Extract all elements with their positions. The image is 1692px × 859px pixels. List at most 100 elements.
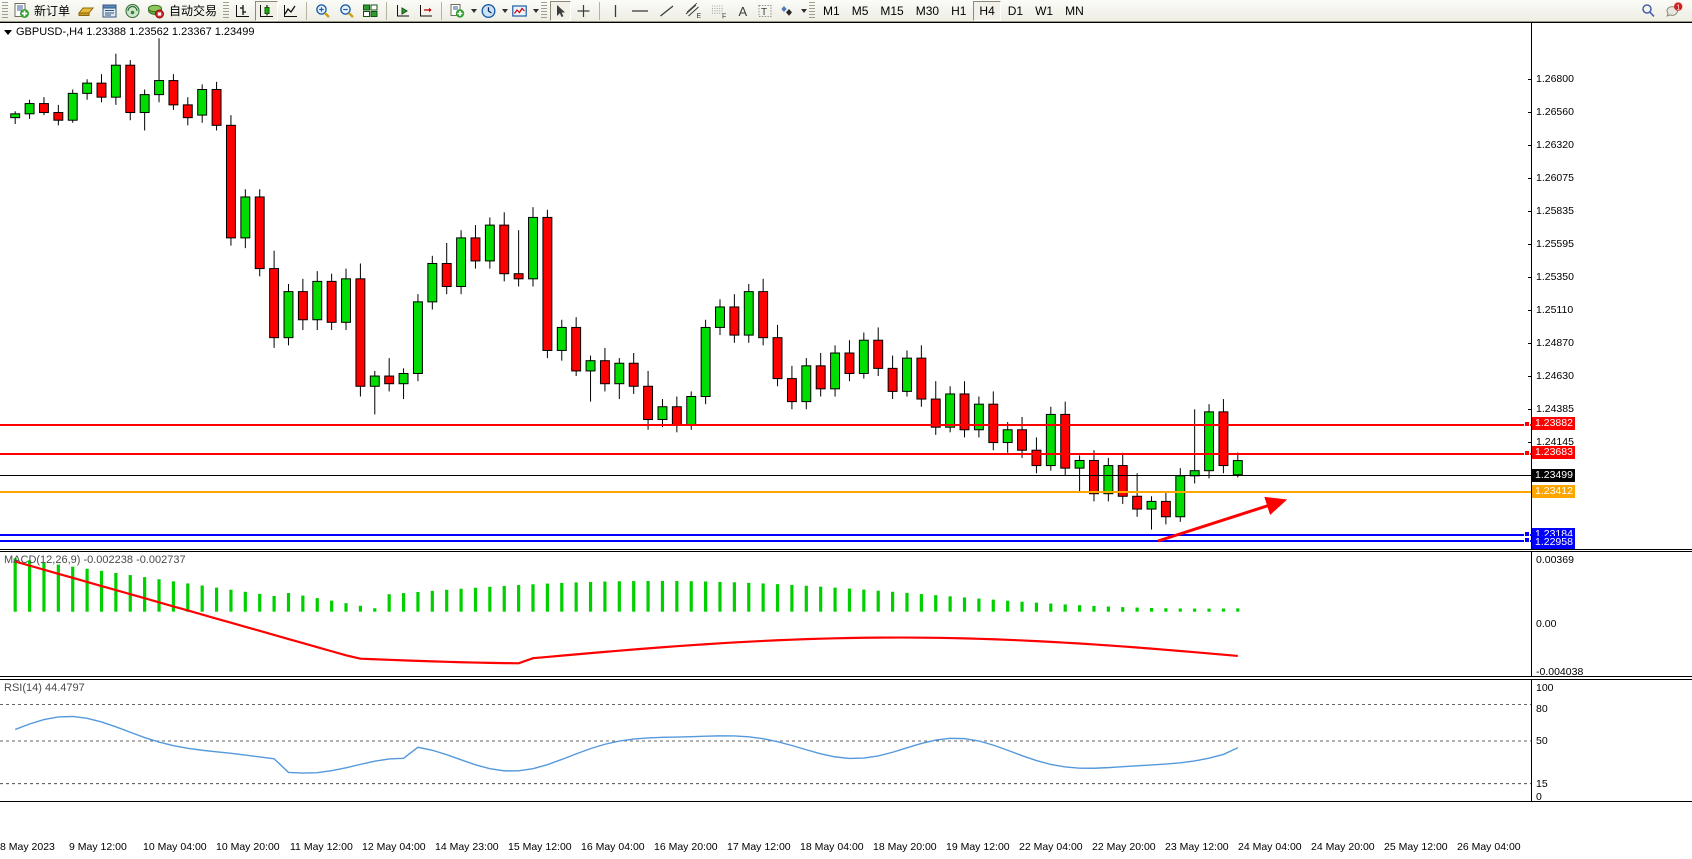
cursor-tool-button[interactable] <box>550 0 572 21</box>
arrows-shapes-icon <box>781 5 793 16</box>
price-line-label-2[interactable]: 1.23683 <box>1532 446 1575 459</box>
arrows-tool-button[interactable] <box>777 1 798 21</box>
timeframe-mn-label: MN <box>1065 3 1084 18</box>
time-label: 14 May 23:00 <box>435 841 499 853</box>
horizontal-line-button[interactable] <box>627 1 653 21</box>
arrows-dropdown-caret[interactable] <box>801 8 808 13</box>
rsi-scale-100: 100 <box>1536 682 1554 694</box>
text-tool-button[interactable]: A <box>733 1 753 21</box>
equidistant-channel-button[interactable]: E <box>681 1 705 21</box>
price-tick-label: 1.24145 <box>1536 436 1574 448</box>
timeframe-w1[interactable]: W1 <box>1030 1 1058 21</box>
timeframe-w1-label: W1 <box>1035 3 1054 18</box>
price-tick-label: 1.26800 <box>1536 73 1574 85</box>
time-label: 26 May 04:00 <box>1457 841 1521 853</box>
tile-windows-button[interactable] <box>360 1 381 21</box>
price-line-label-5[interactable]: 1.22958 <box>1532 536 1575 549</box>
chart-container[interactable]: GBPUSD-,H4 1.23388 1.23562 1.23367 1.234… <box>0 22 1692 859</box>
timeframe-m1[interactable]: M1 <box>818 1 845 21</box>
text-label-button[interactable]: T <box>755 1 775 21</box>
toolbar-grip-3[interactable] <box>541 1 548 20</box>
terminal-window-icon <box>102 4 117 17</box>
timeframe-d1-label: D1 <box>1007 3 1024 18</box>
price-tick-mark <box>1528 112 1531 113</box>
price-line-label-3[interactable]: 1.23412 <box>1532 485 1575 498</box>
time-label: 10 May 04:00 <box>143 841 207 853</box>
rsi-pane[interactable]: RSI(14) 44.4797 100 80 50 15 0 <box>0 679 1692 803</box>
indicators-button[interactable] <box>509 1 530 21</box>
rsi-scale-0: 0 <box>1536 791 1542 803</box>
timeframe-d1[interactable]: D1 <box>1003 1 1028 21</box>
period-dropdown-caret[interactable] <box>502 8 509 13</box>
new-chart-button[interactable] <box>447 1 468 21</box>
crosshair-tool-button[interactable] <box>573 1 594 21</box>
candlestick-chart-button[interactable] <box>255 0 279 21</box>
up-right-arrow-annotation[interactable] <box>1150 493 1290 548</box>
time-label: 10 May 20:00 <box>216 841 280 853</box>
fibonacci-f-icon: F <box>712 5 726 19</box>
price-pane[interactable]: GBPUSD-,H4 1.23388 1.23562 1.23367 1.234… <box>0 22 1692 550</box>
time-label: 18 May 20:00 <box>873 841 937 853</box>
toolbar-grip[interactable] <box>2 1 8 20</box>
toolbar-separator-2 <box>386 1 388 20</box>
zoom-out-button[interactable] <box>336 1 358 21</box>
auto-scroll-button[interactable] <box>415 1 436 21</box>
price-tick-label: 1.25350 <box>1536 271 1574 283</box>
time-label: 24 May 20:00 <box>1311 841 1375 853</box>
chart-shift-icon <box>397 4 410 16</box>
chart-shift-button[interactable] <box>392 1 413 21</box>
timeframe-m15-label: M15 <box>880 3 904 18</box>
svg-text:T: T <box>761 7 767 18</box>
price-tick-mark <box>1528 343 1531 344</box>
toolbar-separator-4 <box>599 1 601 20</box>
current-price-label: 1.23499 <box>1532 469 1575 482</box>
timeframe-h4[interactable]: H4 <box>973 0 1001 21</box>
market-watch-button[interactable] <box>122 1 143 21</box>
indicators-dropdown-caret[interactable] <box>533 8 540 13</box>
time-label: 9 May 12:00 <box>69 841 127 853</box>
timeframe-h1[interactable]: H1 <box>946 1 971 21</box>
period-separator-button[interactable] <box>478 1 499 21</box>
terminal-button[interactable] <box>99 1 120 21</box>
data-window-button[interactable] <box>75 1 97 21</box>
notifications-button[interactable]: 1 <box>1662 1 1686 21</box>
new-order-button[interactable] <box>11 1 32 21</box>
price-tick-mark <box>1528 79 1531 80</box>
toolbar-grip-2[interactable] <box>223 1 230 20</box>
rsi-header: RSI(14) 44.4797 <box>4 682 85 694</box>
time-label: 12 May 04:00 <box>362 841 426 853</box>
zoom-in-icon <box>316 3 330 18</box>
vertical-line-button[interactable] <box>605 1 625 21</box>
toolbar-grip-4[interactable] <box>809 1 816 20</box>
new-order-icon <box>14 3 29 18</box>
time-label: 11 May 12:00 <box>290 841 353 853</box>
rsi-scale-80: 80 <box>1536 703 1548 715</box>
rsi-axis-line <box>1531 680 1532 801</box>
notification-bubble-icon: 1 <box>1666 1 1683 17</box>
macd-header: MACD(12,26,9) -0.002238 -0.002737 <box>4 554 186 566</box>
timeframe-mn[interactable]: MN <box>1060 1 1089 21</box>
rsi-scale-50: 50 <box>1536 735 1548 747</box>
timeframe-m15[interactable]: M15 <box>875 1 908 21</box>
line-chart-button[interactable] <box>280 1 301 21</box>
new-chart-dropdown-caret[interactable] <box>471 8 478 13</box>
price-tick-label: 1.25595 <box>1536 238 1574 250</box>
macd-pane[interactable]: MACD(12,26,9) -0.002238 -0.002737 0.0036… <box>0 551 1692 678</box>
zoom-in-button[interactable] <box>312 1 334 21</box>
timeframe-m30[interactable]: M30 <box>911 1 944 21</box>
price-tick-label: 1.24630 <box>1536 370 1574 382</box>
toolbar-separator-3 <box>441 1 443 20</box>
auto-trading-button[interactable] <box>145 1 167 21</box>
bar-chart-button[interactable] <box>232 1 253 21</box>
channel-e-icon: E <box>685 2 702 19</box>
time-label: 19 May 12:00 <box>946 841 1010 853</box>
price-line-label-1[interactable]: 1.23882 <box>1532 417 1575 430</box>
trendline-button[interactable] <box>655 1 679 21</box>
search-button[interactable] <box>1638 1 1660 21</box>
symbol-caret-icon[interactable] <box>4 29 12 35</box>
timeframe-m5[interactable]: M5 <box>847 1 874 21</box>
auto-trading-label: 自动交易 <box>169 4 218 18</box>
fibonacci-button[interactable]: F <box>707 1 731 21</box>
rsi-scale-15: 15 <box>1536 778 1548 790</box>
